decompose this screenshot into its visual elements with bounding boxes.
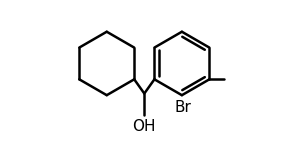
Text: Br: Br bbox=[174, 100, 191, 115]
Text: OH: OH bbox=[133, 119, 156, 134]
